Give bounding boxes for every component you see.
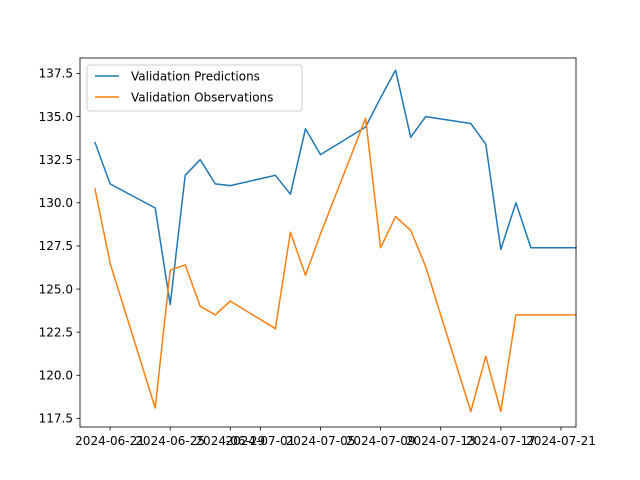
y-tick-label: 120.0 bbox=[39, 368, 73, 382]
x-tick-label: 2024-07-13 bbox=[406, 434, 476, 448]
x-tick-label: 2024-06-29 bbox=[195, 434, 265, 448]
y-tick-label: 137.5 bbox=[39, 67, 73, 81]
x-tick-label: 2024-07-09 bbox=[346, 434, 416, 448]
series-line-2 bbox=[94, 117, 577, 413]
x-tick-label: 2024-07-05 bbox=[286, 434, 356, 448]
x-axis: 2024-06-212024-06-252024-06-292024-07-01… bbox=[75, 427, 596, 448]
y-axis: 117.5 120.0 122.5 125.0 127.5 130.0 132.5 135.0… bbox=[39, 67, 80, 426]
y-tick-label: 125.0 bbox=[39, 282, 73, 296]
legend-label-2: Validation Observations bbox=[131, 91, 273, 105]
y-tick-label: 130.0 bbox=[39, 196, 73, 210]
y-tick-label: 122.5 bbox=[39, 325, 73, 339]
x-tick-label: 2024-07-21 bbox=[526, 434, 596, 448]
y-tick-label: 132.5 bbox=[39, 153, 73, 167]
y-tick-label: 135.0 bbox=[39, 110, 73, 124]
y-tick-label: 117.5 bbox=[39, 412, 73, 426]
legend-label-1: Validation Predictions bbox=[131, 70, 260, 84]
legend-box bbox=[86, 64, 303, 112]
series-layer bbox=[94, 69, 577, 413]
x-tick-label: 2024-06-25 bbox=[135, 434, 205, 448]
plot-area bbox=[80, 58, 576, 427]
x-tick-label: 2024-07-17 bbox=[466, 434, 536, 448]
x-tick-label: 2024-06-21 bbox=[75, 434, 145, 448]
y-tick-label: 127.5 bbox=[39, 239, 73, 253]
series-line-1 bbox=[94, 69, 577, 306]
plot-frame bbox=[79, 57, 577, 428]
x-tick-label: 2024-07-01 bbox=[225, 434, 295, 448]
legend: Validation Predictions Validation Observa… bbox=[86, 64, 303, 112]
